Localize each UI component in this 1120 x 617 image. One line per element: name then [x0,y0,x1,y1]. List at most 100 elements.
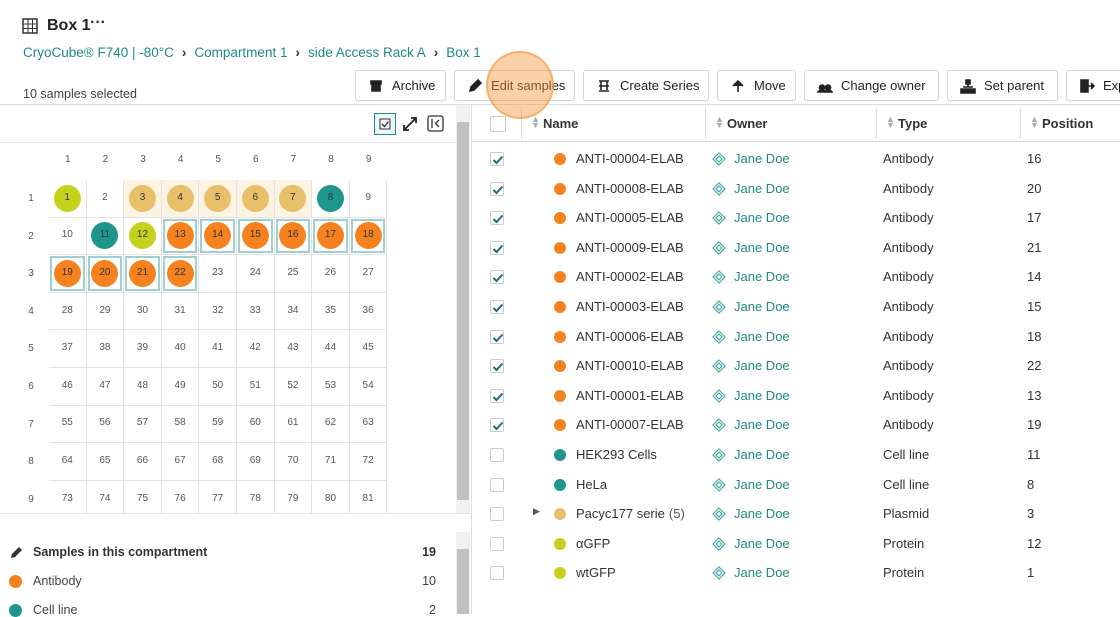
grid-cell[interactable]: 63 [349,405,388,444]
toolbar-button[interactable]: Set parent [947,70,1058,101]
grid-cell[interactable]: 44 [312,330,350,368]
grid-cell[interactable]: 11 [86,217,125,256]
checkbox[interactable] [490,507,504,522]
grid-cell[interactable]: 52 [274,368,313,406]
expand-button[interactable] [402,116,418,132]
grid-cell[interactable]: 45 [349,330,388,368]
grid-cell[interactable]: 56 [86,405,125,444]
grid-cell[interactable]: 77 [199,480,237,513]
grid-cell[interactable]: 35 [312,292,350,331]
grid-cell[interactable]: 53 [312,368,350,406]
breadcrumb-item[interactable]: Compartment 1 [194,45,288,60]
checkbox[interactable] [490,448,504,462]
sample-name[interactable]: ANTI-00006-ELAB [576,329,684,344]
grid-cell[interactable]: 70 [274,443,313,481]
owner-name[interactable]: Jane Doe [734,299,790,314]
grid-cell[interactable]: 28 [49,292,87,331]
scroll-thumb[interactable] [457,122,469,500]
grid-cell[interactable]: 10 [49,217,87,256]
checkbox[interactable] [490,536,504,551]
grid-cell[interactable]: 29 [86,292,125,331]
grid-cell[interactable]: 49 [161,368,200,406]
grid-cell[interactable]: 5 [199,180,237,218]
grid-cell[interactable]: 6 [237,180,275,218]
grid-cell[interactable]: 59 [199,405,237,444]
grid-cell[interactable]: 73 [49,480,87,513]
grid-cell[interactable]: 75 [124,480,162,513]
grid-cell[interactable]: 25 [274,255,313,293]
toolbar-button[interactable]: Archive [355,70,446,101]
grid-cell[interactable]: 40 [161,330,200,368]
grid-cell[interactable]: 20 [86,255,125,293]
grid-cell[interactable]: 7 [274,180,313,218]
owner-name[interactable]: Jane Doe [734,239,790,255]
checkbox[interactable] [490,359,504,374]
collapse-button[interactable] [427,115,444,132]
owner-name[interactable]: Jane Doe [734,269,790,285]
grid-cell[interactable]: 57 [124,405,162,444]
grid-cell[interactable]: 26 [312,255,350,293]
grid-cell[interactable]: 13 [161,217,200,256]
sample-name[interactable]: ANTI-00001-ELAB [576,388,684,403]
grid-cell[interactable]: 21 [124,255,162,293]
grid-cell[interactable]: 1 [49,180,87,218]
owner-name[interactable]: Jane Doe [734,328,790,344]
checkbox[interactable] [490,388,504,403]
grid-cell[interactable]: 48 [124,368,162,406]
sample-name[interactable]: Pacyc177 serie (5) [576,506,685,521]
grid-cell[interactable]: 12 [124,217,162,256]
grid-cell[interactable]: 62 [312,405,350,444]
grid-cell[interactable]: 67 [161,443,200,481]
grid-cell[interactable]: 19 [49,255,87,293]
expander[interactable]: ▶ [533,506,540,517]
grid-cell[interactable]: 54 [349,368,388,406]
column-header[interactable]: Type [898,116,928,131]
checkbox[interactable] [490,477,504,492]
sample-name[interactable]: ANTI-00008-ELAB [576,181,684,196]
sample-name[interactable]: ANTI-00005-ELAB [576,210,684,225]
grid-cell[interactable]: 14 [199,217,237,256]
grid-cell[interactable]: 51 [237,368,275,406]
grid-cell[interactable]: 33 [237,292,275,331]
grid-cell[interactable]: 38 [86,330,125,368]
select-toggle[interactable] [374,113,396,135]
breadcrumb-item[interactable]: CryoCube® F740 | -80°C [23,45,174,60]
grid-cell[interactable]: 9 [349,180,388,218]
grid-cell[interactable]: 27 [349,255,388,293]
grid-cell[interactable]: 74 [86,480,125,513]
grid-cell[interactable]: 71 [312,443,350,481]
sample-name[interactable]: ANTI-00002-ELAB [576,269,684,284]
owner-name[interactable]: Jane Doe [734,565,790,581]
grid-cell[interactable]: 15 [237,217,275,256]
grid-cell[interactable]: 68 [199,443,237,481]
grid-cell[interactable]: 8 [312,180,350,218]
sample-name[interactable]: wtGFP [576,565,616,580]
grid-cell[interactable]: 3 [124,180,162,218]
checkbox[interactable] [490,418,504,433]
column-header[interactable]: Name [543,116,579,131]
breadcrumb-item[interactable]: side Access Rack A [307,45,426,60]
grid-cell[interactable]: 55 [49,405,87,444]
sample-name[interactable]: HEK293 Cells [576,447,657,462]
toolbar-button[interactable]: Create Series [583,70,709,101]
owner-name[interactable]: Jane Doe [734,447,790,462]
grid-cell[interactable]: 66 [124,443,162,481]
grid-cell[interactable]: 23 [199,255,237,293]
grid-cell[interactable]: 41 [199,330,237,368]
grid-cell[interactable]: 36 [349,292,388,331]
owner-name[interactable]: Jane Doe [734,180,790,196]
toolbar-button[interactable]: Move [717,70,796,101]
owner-name[interactable]: Jane Doe [734,417,790,433]
checkbox[interactable] [490,329,504,344]
grid-cell[interactable]: 31 [161,292,200,331]
owner-name[interactable]: Jane Doe [734,535,790,551]
grid-cell[interactable]: 76 [161,480,200,513]
grid-cell[interactable]: 34 [274,292,313,331]
owner-name[interactable]: Jane Doe [734,151,790,166]
sample-name[interactable]: αGFP [576,536,610,551]
grid-cell[interactable]: 79 [274,480,313,513]
checkbox[interactable] [490,240,504,255]
grid-cell[interactable]: 60 [237,405,275,444]
grid-cell[interactable]: 4 [161,180,200,218]
grid-cell[interactable]: 22 [161,255,200,293]
